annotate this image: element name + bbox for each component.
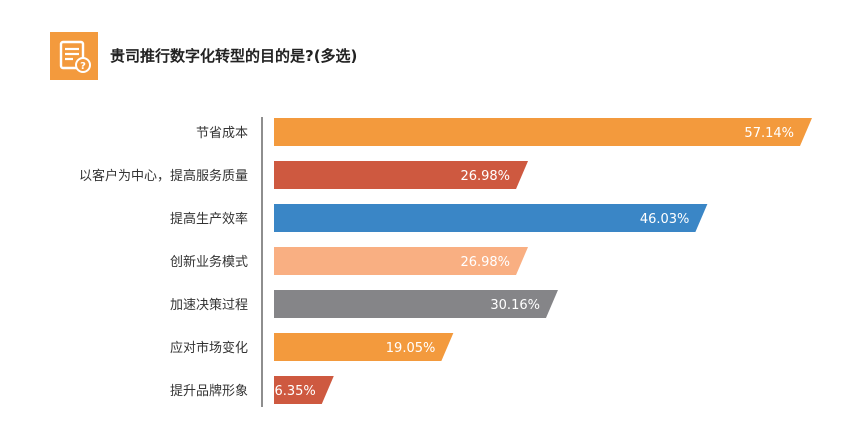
value-label-5: 30.16%	[490, 298, 540, 313]
value-label-1: 57.14%	[744, 126, 794, 141]
category-label-7: 提升品牌形象	[170, 383, 248, 399]
category-label-3: 提高生产效率	[170, 211, 248, 227]
bar-6	[274, 333, 454, 361]
value-label-7: 6.35%	[274, 384, 315, 399]
bar-7	[274, 376, 334, 404]
value-label-2: 26.98%	[460, 169, 510, 184]
category-label-2: 以客户为中心，提高服务质量	[79, 168, 248, 184]
value-label-3: 46.03%	[640, 212, 690, 227]
bar-2	[274, 161, 529, 189]
chart-title: 贵司推行数字化转型的目的是?(多选)	[110, 47, 358, 65]
value-label-4: 26.98%	[460, 255, 510, 270]
bar-group: 57.14% 节省成本 26.98% 以客户为中心，提高服务质量 46.03% 提高生产效…	[79, 118, 812, 404]
category-label-1: 节省成本	[196, 126, 248, 141]
bar-5	[274, 290, 558, 318]
bar-1	[274, 118, 812, 146]
bar-3	[274, 204, 708, 232]
svg-text:?: ?	[80, 61, 86, 72]
category-label-6: 应对市场变化	[170, 340, 248, 356]
value-label-6: 19.05%	[386, 341, 436, 356]
category-label-5: 加速决策过程	[170, 297, 248, 313]
chart-header: ? 贵司推行数字化转型的目的是?(多选)	[50, 32, 750, 80]
bar-4	[274, 247, 529, 275]
document-question-icon: ?	[50, 32, 98, 80]
category-label-4: 创新业务模式	[170, 254, 248, 270]
